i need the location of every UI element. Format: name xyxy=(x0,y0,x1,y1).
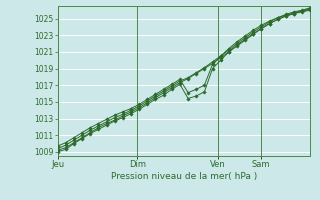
X-axis label: Pression niveau de la mer( hPa ): Pression niveau de la mer( hPa ) xyxy=(111,172,257,181)
